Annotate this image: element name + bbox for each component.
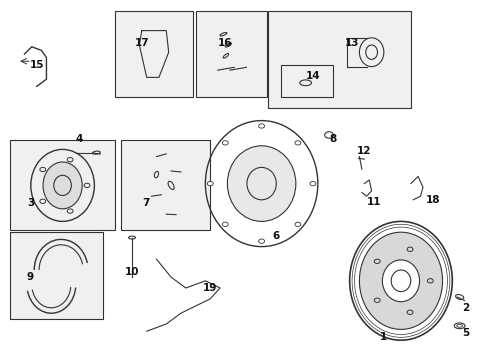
- FancyBboxPatch shape: [121, 140, 210, 230]
- Text: 13: 13: [344, 38, 359, 48]
- Text: 12: 12: [356, 146, 371, 156]
- Ellipse shape: [227, 146, 295, 221]
- Text: 9: 9: [27, 272, 34, 282]
- Ellipse shape: [294, 222, 300, 226]
- FancyBboxPatch shape: [267, 11, 410, 108]
- Ellipse shape: [222, 222, 228, 226]
- Text: 5: 5: [461, 328, 468, 338]
- Text: 15: 15: [29, 60, 44, 70]
- Ellipse shape: [222, 141, 228, 145]
- FancyBboxPatch shape: [115, 11, 193, 97]
- Text: 4: 4: [76, 134, 83, 144]
- Text: 7: 7: [142, 198, 149, 208]
- Text: 3: 3: [27, 198, 34, 208]
- Text: 8: 8: [328, 134, 335, 144]
- Text: 14: 14: [305, 71, 320, 81]
- Ellipse shape: [258, 239, 264, 243]
- Text: 18: 18: [425, 195, 439, 205]
- Text: 19: 19: [203, 283, 217, 293]
- Text: 11: 11: [366, 197, 381, 207]
- Ellipse shape: [359, 232, 442, 329]
- Ellipse shape: [294, 141, 300, 145]
- FancyBboxPatch shape: [10, 140, 115, 230]
- Text: 16: 16: [217, 38, 232, 48]
- Ellipse shape: [43, 162, 82, 209]
- Text: 17: 17: [134, 38, 149, 48]
- Text: 1: 1: [380, 332, 386, 342]
- Ellipse shape: [309, 181, 315, 186]
- FancyBboxPatch shape: [10, 232, 102, 319]
- FancyBboxPatch shape: [195, 11, 266, 97]
- Text: 2: 2: [461, 303, 468, 313]
- Text: 10: 10: [124, 267, 139, 277]
- Ellipse shape: [207, 181, 213, 186]
- Ellipse shape: [258, 124, 264, 128]
- Ellipse shape: [382, 260, 419, 302]
- Text: 6: 6: [272, 231, 279, 241]
